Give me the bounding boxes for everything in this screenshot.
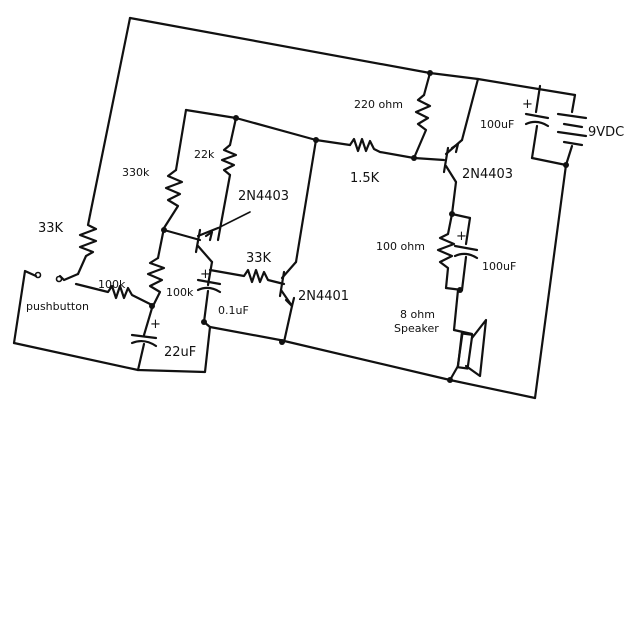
speaker-8-ohm <box>448 318 488 382</box>
resistor-33k-mid <box>208 268 286 286</box>
capacitor-22uf <box>130 333 158 372</box>
wire-cap-top-a <box>534 84 542 114</box>
transistor-q1-2n4403 <box>194 211 251 264</box>
wire-to-speaker <box>452 288 460 332</box>
wire-battery-top <box>570 93 577 114</box>
label-q1: 2N4403 <box>238 189 289 204</box>
wire-left-column <box>156 226 166 260</box>
resistor-1-5k <box>348 137 416 160</box>
label-33k-mid: 33K <box>246 251 272 266</box>
wire-q2-emitter <box>282 304 294 344</box>
wire-bottom-rail <box>12 325 537 400</box>
resistor-100k-a <box>74 282 154 307</box>
label-100uf-top: 100uF <box>480 118 514 131</box>
label-9vdc: 9VDC <box>588 125 624 140</box>
label-100uf-mid-plus: + <box>456 229 467 244</box>
resistor-100k-b <box>146 256 166 310</box>
resistor-220-ohm <box>412 93 432 160</box>
capacitor-100uf-mid <box>453 216 479 292</box>
wire-q3-emitter <box>460 77 480 142</box>
label-330k: 330k <box>122 166 150 179</box>
label-01uf-plus: + <box>200 267 211 282</box>
wire-22k-top <box>228 116 238 147</box>
label-100-ohm: 100 ohm <box>376 240 425 253</box>
resistor-330k <box>162 168 184 230</box>
wire-330k-branch <box>174 108 188 172</box>
wire-to-22uf <box>142 306 154 337</box>
junction-dots <box>149 70 569 383</box>
wire-22k-bottom <box>216 173 232 242</box>
resistor-100-ohm <box>436 212 456 290</box>
wire-q3-collector <box>450 180 458 216</box>
resistor-33k-top <box>76 213 98 276</box>
label-01uf: 0.1uF <box>218 304 249 317</box>
resistor-22k <box>220 143 238 177</box>
label-q3: 2N4403 <box>462 167 513 182</box>
label-22uf: 22uF <box>164 345 196 360</box>
label-pushbutton: pushbutton <box>26 300 89 313</box>
wire-top-rail <box>128 16 577 97</box>
pushbutton-switch <box>12 269 80 345</box>
label-1-5k: 1.5K <box>350 171 380 186</box>
label-100k-b: 100k <box>166 286 194 299</box>
label-100k-a: 100k <box>98 278 126 291</box>
transistor-q3-2n4403 <box>412 138 464 184</box>
battery-9vdc <box>556 112 588 167</box>
label-22k: 22k <box>194 148 215 161</box>
wire-upper-internal <box>184 108 352 147</box>
wire-330k-to-base <box>162 228 202 242</box>
label-speaker: Speaker <box>394 322 439 335</box>
capacitor-100uf-top <box>524 112 550 160</box>
label-100uf-top-plus: + <box>522 97 533 112</box>
wire-battery-bottom <box>530 156 568 400</box>
label-100uf-mid: 100uF <box>482 260 516 273</box>
label-q2: 2N4401 <box>298 289 349 304</box>
label-220-ohm: 220 ohm <box>354 98 403 111</box>
wire-q2-collector <box>294 138 318 264</box>
capacitor-01uf <box>196 278 222 324</box>
wire-left-rail <box>88 16 132 217</box>
wire-parallel-top <box>450 212 472 220</box>
wire-220-top <box>422 71 432 97</box>
label-speaker-ohm: 8 ohm <box>400 308 435 321</box>
transistor-q2-2n4401 <box>278 260 298 308</box>
label-33k-top: 33K <box>38 221 64 236</box>
label-22uf-plus: + <box>150 317 161 332</box>
